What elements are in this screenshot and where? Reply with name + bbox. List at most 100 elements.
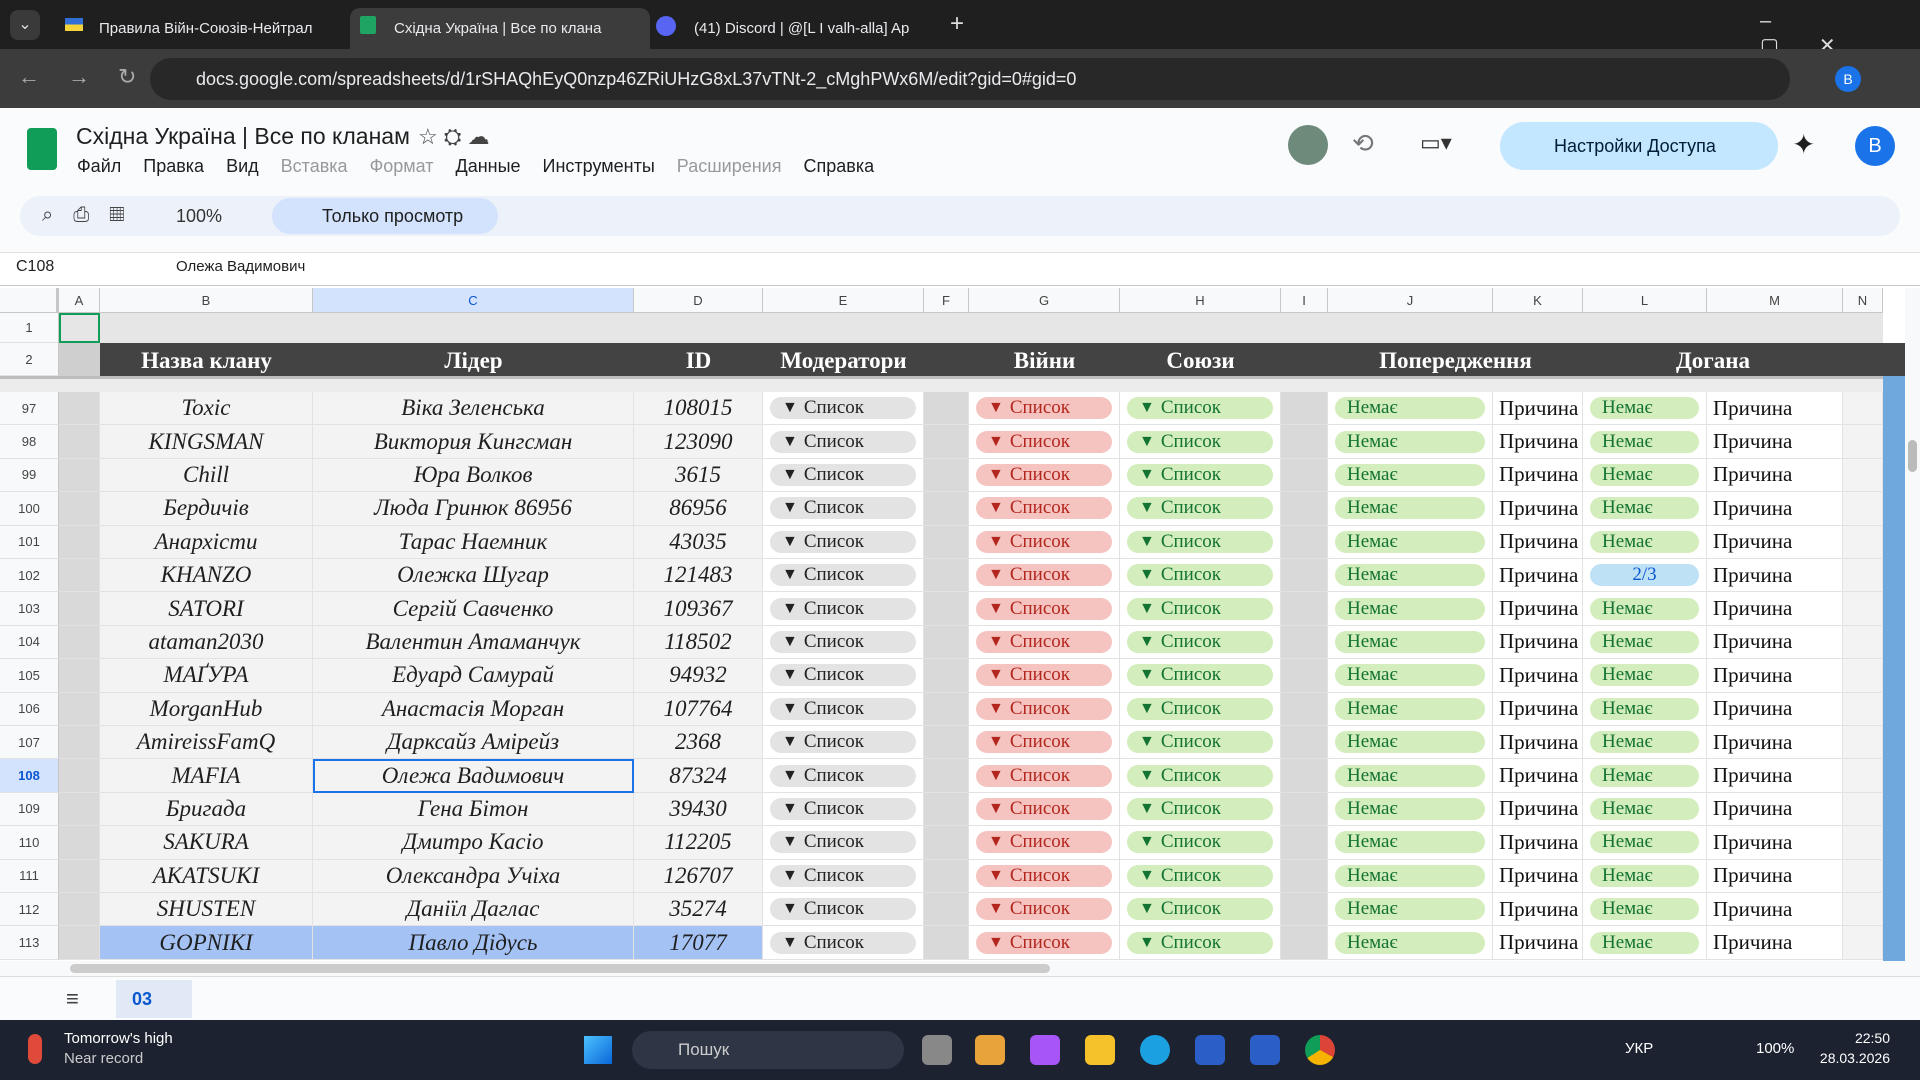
- cell[interactable]: Причина: [1493, 525, 1583, 559]
- cell[interactable]: Причина: [1707, 625, 1843, 660]
- chip[interactable]: Немає: [1335, 630, 1485, 653]
- cell[interactable]: Причина: [1707, 826, 1843, 860]
- app[interactable]: [1085, 1035, 1115, 1065]
- chip[interactable]: Список: [1127, 731, 1273, 754]
- chip[interactable]: Список: [1127, 497, 1273, 520]
- cell[interactable]: Список: [763, 826, 924, 860]
- cell[interactable]: Список: [763, 392, 924, 426]
- cell[interactable]: Список: [1120, 525, 1281, 559]
- cell[interactable]: Список: [969, 525, 1120, 559]
- tab-active[interactable]: Східна Україна | Все по клана: [350, 8, 650, 49]
- nav-buttons[interactable]: ←→↻: [18, 64, 165, 89]
- chip[interactable]: Список: [976, 430, 1112, 453]
- chip[interactable]: Список: [976, 630, 1112, 653]
- cell[interactable]: Причина: [1707, 692, 1843, 726]
- doc-title[interactable]: Східна Україна | Все по кланам: [76, 123, 410, 149]
- chip[interactable]: Список: [770, 898, 916, 921]
- cell[interactable]: SATORI: [100, 592, 313, 626]
- cell[interactable]: Причина: [1707, 525, 1843, 559]
- chip[interactable]: Немає: [1590, 931, 1699, 954]
- cell[interactable]: Список: [969, 726, 1120, 760]
- cell[interactable]: Причина: [1493, 759, 1583, 793]
- chip[interactable]: Список: [770, 630, 916, 653]
- cell[interactable]: Анастасія Морган: [313, 692, 634, 726]
- chip[interactable]: Немає: [1335, 430, 1485, 453]
- battery[interactable]: 100%: [1756, 1040, 1795, 1057]
- chip[interactable]: Список: [770, 864, 916, 887]
- cell[interactable]: Список: [1120, 392, 1281, 426]
- cell[interactable]: Виктория Кингсман: [313, 425, 634, 459]
- name-box[interactable]: C108: [16, 258, 55, 275]
- v-thumb[interactable]: [1908, 440, 1917, 472]
- chip[interactable]: 2/3: [1590, 564, 1699, 587]
- chip[interactable]: Немає: [1335, 731, 1485, 754]
- tab-menu[interactable]: ⌄: [10, 10, 40, 40]
- cell[interactable]: Список: [1120, 592, 1281, 626]
- cell[interactable]: Причина: [1707, 893, 1843, 927]
- cell[interactable]: Причина: [1493, 859, 1583, 893]
- cell[interactable]: Причина: [1707, 926, 1843, 960]
- chip[interactable]: Немає: [1335, 697, 1485, 720]
- cell[interactable]: Список: [1120, 826, 1281, 860]
- cell[interactable]: Олежка Шугар: [313, 559, 634, 593]
- cell[interactable]: Немає: [1328, 692, 1493, 726]
- share-button[interactable]: Настройки Доступа: [1500, 122, 1778, 170]
- toolbar-icons[interactable]: ⌕⎙▦: [42, 204, 145, 226]
- cell[interactable]: Список: [969, 826, 1120, 860]
- cell[interactable]: Причина: [1493, 893, 1583, 927]
- cell[interactable]: Сергій Савченко: [313, 592, 634, 626]
- chip[interactable]: Список: [976, 530, 1112, 553]
- cell[interactable]: Причина: [1707, 425, 1843, 459]
- language[interactable]: УКР: [1625, 1040, 1654, 1057]
- chip[interactable]: Немає: [1335, 764, 1485, 787]
- chip[interactable]: Список: [976, 497, 1112, 520]
- sheet-tab[interactable]: 03: [116, 980, 192, 1018]
- cell[interactable]: Список: [969, 492, 1120, 526]
- cell[interactable]: Причина: [1707, 392, 1843, 426]
- cell[interactable]: Немає: [1328, 926, 1493, 960]
- cell[interactable]: Немає: [1328, 893, 1493, 927]
- cell[interactable]: 121483: [634, 559, 763, 593]
- cell[interactable]: Причина: [1707, 492, 1843, 526]
- chip[interactable]: Список: [770, 530, 916, 553]
- cell[interactable]: KINGSMAN: [100, 425, 313, 459]
- cell[interactable]: Chill: [100, 458, 313, 493]
- chip[interactable]: Список: [976, 864, 1112, 887]
- chip[interactable]: Список: [1127, 931, 1273, 954]
- start[interactable]: [584, 1036, 612, 1064]
- cell[interactable]: Бригада: [100, 792, 313, 827]
- cell[interactable]: Віка Зеленська: [313, 392, 634, 426]
- cell[interactable]: KHANZO: [100, 559, 313, 593]
- chip[interactable]: Список: [1127, 898, 1273, 921]
- cell[interactable]: Список: [1120, 726, 1281, 760]
- menu-item[interactable]: Инструменты: [542, 156, 655, 176]
- account[interactable]: B: [1855, 126, 1895, 166]
- cell[interactable]: GOPNIKI: [100, 926, 313, 960]
- cell[interactable]: Немає: [1583, 425, 1707, 459]
- cell[interactable]: Немає: [1583, 859, 1707, 893]
- cell[interactable]: Причина: [1493, 425, 1583, 459]
- cell[interactable]: Немає: [1583, 692, 1707, 726]
- cell[interactable]: 43035: [634, 525, 763, 559]
- cell[interactable]: Причина: [1707, 458, 1843, 493]
- cell[interactable]: Едуард Самурай: [313, 659, 634, 693]
- cell[interactable]: Список: [763, 893, 924, 927]
- profile[interactable]: B: [1835, 66, 1861, 92]
- chip[interactable]: Немає: [1335, 497, 1485, 520]
- cell[interactable]: Немає: [1583, 525, 1707, 559]
- cell[interactable]: Список: [1120, 559, 1281, 593]
- cell[interactable]: Немає: [1328, 492, 1493, 526]
- address-bar[interactable]: docs.google.com/spreadsheets/d/1rSHAQhEy…: [150, 58, 1790, 100]
- chip[interactable]: Список: [1127, 664, 1273, 687]
- chip[interactable]: Список: [1127, 630, 1273, 653]
- sheets-logo[interactable]: [27, 128, 57, 170]
- cell[interactable]: AmireissFamQ: [100, 726, 313, 760]
- chip[interactable]: Немає: [1590, 797, 1699, 820]
- menu-item[interactable]: Данные: [455, 156, 521, 176]
- cell[interactable]: SAKURA: [100, 826, 313, 860]
- cell[interactable]: 118502: [634, 625, 763, 660]
- app[interactable]: [1140, 1035, 1170, 1065]
- cell[interactable]: Немає: [1328, 559, 1493, 593]
- menu-item[interactable]: Правка: [143, 156, 205, 176]
- cell[interactable]: Причина: [1707, 726, 1843, 760]
